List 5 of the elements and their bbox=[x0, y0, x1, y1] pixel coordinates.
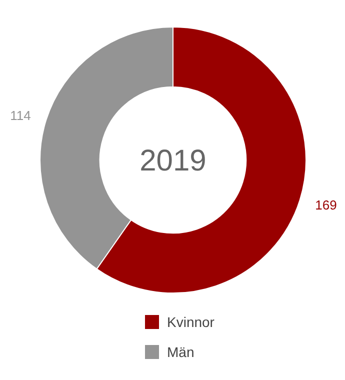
data-label: 169 bbox=[315, 197, 337, 212]
legend-label: Män bbox=[167, 344, 194, 360]
legend-label: Kvinnor bbox=[167, 314, 215, 330]
text: 2019 bbox=[140, 144, 206, 178]
data-label: 114 bbox=[10, 108, 31, 123]
